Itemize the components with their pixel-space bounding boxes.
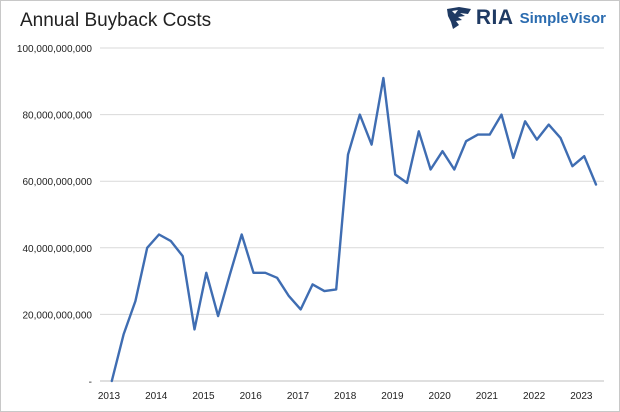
data-point xyxy=(146,247,148,249)
data-point xyxy=(217,315,219,317)
eagle-icon xyxy=(446,7,471,29)
brand-logo: RIA SimpleVisor xyxy=(446,6,606,30)
chart-title: Annual Buyback Costs xyxy=(20,10,212,31)
series-line xyxy=(110,76,598,383)
data-point xyxy=(406,182,408,184)
data-point xyxy=(323,290,325,292)
data-point xyxy=(370,143,372,145)
data-point xyxy=(559,137,561,139)
data-point xyxy=(347,153,349,155)
logo-product-text: SimpleVisor xyxy=(519,9,606,27)
y-tick-label: 20,000,000,000 xyxy=(22,310,92,321)
x-tick-label: 2021 xyxy=(476,391,499,402)
data-point xyxy=(158,233,160,235)
x-tick-label: 2023 xyxy=(570,391,593,402)
data-point xyxy=(382,77,384,79)
data-point xyxy=(288,295,290,297)
data-point xyxy=(394,173,396,175)
data-point xyxy=(441,150,443,152)
data-point xyxy=(595,183,597,185)
x-tick-label: 2016 xyxy=(240,391,263,402)
data-point xyxy=(134,300,136,302)
data-point xyxy=(111,380,113,382)
data-point xyxy=(477,133,479,135)
data-point xyxy=(359,113,361,115)
data-point xyxy=(181,255,183,257)
x-tick-label: 2018 xyxy=(334,391,357,402)
data-point xyxy=(170,240,172,242)
data-point xyxy=(583,155,585,157)
data-point xyxy=(429,168,431,170)
data-point xyxy=(229,273,231,275)
logo-brand-text: RIA xyxy=(475,6,514,29)
data-point xyxy=(548,123,550,125)
data-point xyxy=(465,140,467,142)
data-point xyxy=(205,272,207,274)
data-point xyxy=(300,308,302,310)
y-tick-label: 40,000,000,000 xyxy=(22,244,92,255)
y-tick-labels: - 20,000,000,000 40,000,000,000 60,000,000,… xyxy=(17,44,93,388)
x-tick-label: 2017 xyxy=(287,391,310,402)
data-point xyxy=(524,120,526,122)
data-point xyxy=(122,333,124,335)
y-tick-label: 100,000,000,000 xyxy=(17,44,93,55)
x-tick-label: 2020 xyxy=(429,391,452,402)
data-point xyxy=(193,328,195,330)
data-point xyxy=(512,157,514,159)
data-point xyxy=(418,130,420,132)
series xyxy=(110,76,598,383)
x-tick-label: 2019 xyxy=(381,391,404,402)
gridlines xyxy=(100,47,604,315)
data-point xyxy=(276,277,278,279)
y-tick-label: - xyxy=(89,377,92,388)
x-tick-labels: 2013 2014 2015 2016 2017 2018 2019 2020 2021 2022… xyxy=(98,391,593,402)
x-tick-label: 2013 xyxy=(98,391,121,402)
data-point xyxy=(500,113,502,115)
x-tick-label: 2014 xyxy=(145,391,168,402)
y-tick-label: 80,000,000,000 xyxy=(22,111,92,122)
x-tick-label: 2022 xyxy=(523,391,546,402)
data-point xyxy=(264,272,266,274)
data-point xyxy=(335,288,337,290)
data-point xyxy=(488,133,490,135)
data-point xyxy=(241,233,243,235)
data-point xyxy=(571,165,573,167)
x-tick-label: 2015 xyxy=(192,391,215,402)
data-point xyxy=(536,138,538,140)
data-point xyxy=(453,168,455,170)
data-point xyxy=(311,283,313,285)
data-point xyxy=(252,272,254,274)
y-tick-label: 60,000,000,000 xyxy=(22,177,92,188)
